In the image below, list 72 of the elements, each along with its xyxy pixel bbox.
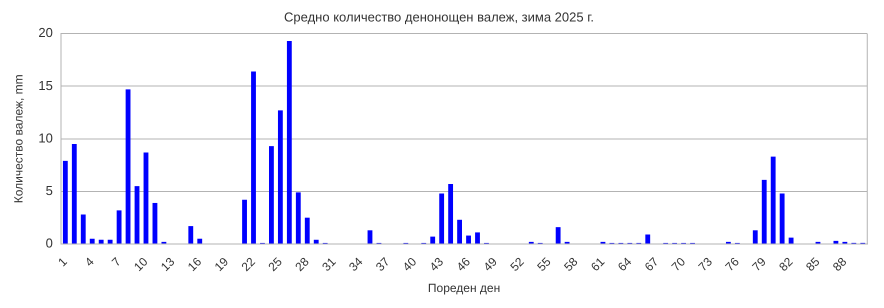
x-tick-label: 43 xyxy=(426,254,446,274)
y-axis-title: Количество валеж, mm xyxy=(12,74,26,204)
x-tick-label: 52 xyxy=(507,254,527,274)
x-tick-label: 1 xyxy=(55,254,70,270)
bar xyxy=(188,226,194,244)
x-tick-label: 49 xyxy=(480,254,500,274)
bar xyxy=(475,232,480,244)
y-tick-label: 20 xyxy=(38,25,53,40)
y-tick-label: 0 xyxy=(46,236,53,251)
bar xyxy=(448,184,454,244)
x-tick-label: 16 xyxy=(184,254,204,274)
x-tick-label: 67 xyxy=(642,254,662,274)
bar xyxy=(144,152,148,244)
x-tick-label: 10 xyxy=(131,254,151,274)
bar xyxy=(134,186,140,244)
bar xyxy=(556,227,561,244)
bar xyxy=(457,220,462,244)
bar xyxy=(752,230,758,244)
x-tick-label: 79 xyxy=(749,254,769,274)
y-tick-label: 15 xyxy=(38,78,53,93)
x-tick-label: 55 xyxy=(534,254,554,274)
x-tick-label: 46 xyxy=(454,254,474,274)
bar xyxy=(197,238,202,244)
x-tick-label: 40 xyxy=(400,254,420,274)
bar xyxy=(466,236,471,244)
x-tick-label: 37 xyxy=(373,254,393,274)
bar xyxy=(304,218,310,244)
bar xyxy=(251,71,256,244)
x-tick-label: 70 xyxy=(668,254,688,274)
bar xyxy=(645,234,650,244)
bar xyxy=(269,146,274,244)
bar xyxy=(108,240,113,244)
bar xyxy=(439,193,444,244)
x-tick-label: 25 xyxy=(266,254,286,274)
bar xyxy=(72,144,77,244)
bar xyxy=(286,40,292,244)
x-tick-label: 7 xyxy=(108,254,124,270)
bar xyxy=(762,180,767,244)
bar xyxy=(833,240,838,244)
x-tick-label: 34 xyxy=(346,254,366,274)
bar xyxy=(242,200,247,244)
x-tick-label: 28 xyxy=(292,254,312,274)
bar xyxy=(116,210,122,244)
bar xyxy=(62,160,68,244)
bar xyxy=(770,156,776,244)
x-axis-title: Пореден ден xyxy=(428,281,500,296)
x-tick-label: 22 xyxy=(238,254,258,274)
bar xyxy=(278,110,283,244)
x-tick-label: 64 xyxy=(614,254,635,274)
x-tick-label: 73 xyxy=(696,254,716,274)
x-tick-label: 58 xyxy=(561,254,581,274)
x-tick-label: 19 xyxy=(212,254,232,274)
bar xyxy=(788,238,794,244)
bar xyxy=(296,192,301,244)
y-tick-label: 10 xyxy=(38,130,53,146)
bar xyxy=(80,214,86,244)
x-tick-label: 88 xyxy=(830,254,850,274)
bar xyxy=(152,202,158,244)
x-tick-label: 31 xyxy=(319,254,339,274)
x-tick-label: 13 xyxy=(158,254,178,274)
bar xyxy=(90,238,95,244)
bar xyxy=(780,193,785,244)
x-tick-label: 85 xyxy=(803,254,823,274)
bar xyxy=(368,230,372,244)
chart-title: Средно количество денонощен валеж, зима 2025 г. xyxy=(284,9,594,24)
x-tick-label: 4 xyxy=(82,254,97,270)
y-tick-label: 5 xyxy=(46,182,53,198)
x-tick-label: 61 xyxy=(588,254,608,274)
bar xyxy=(430,236,436,244)
x-tick-label: 76 xyxy=(722,254,742,274)
bar xyxy=(126,89,130,244)
x-tick-label: 82 xyxy=(776,254,796,274)
